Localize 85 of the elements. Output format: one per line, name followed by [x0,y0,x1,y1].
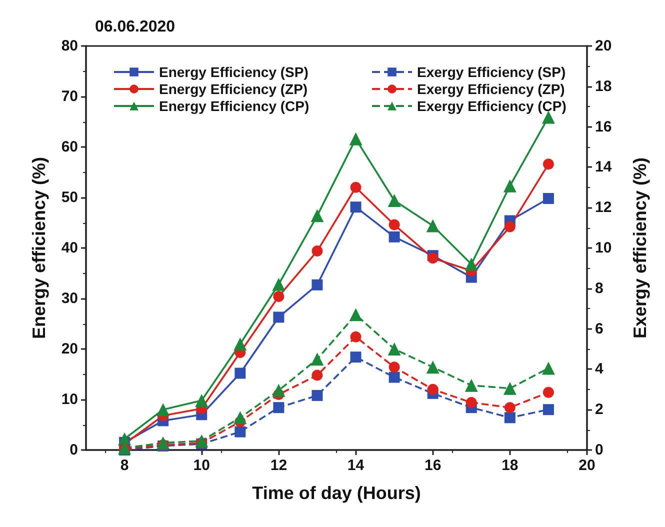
point [349,132,362,146]
y-tick-label: 50 [61,189,78,206]
point [234,337,247,350]
point [504,402,516,414]
point [504,412,516,424]
legend-label: Exergy Efficiency (SP) [417,64,566,80]
point [234,411,247,424]
y2-tick-label: 0 [595,442,604,458]
point [426,219,440,232]
point [427,252,438,264]
x-tick-label: 12 [270,457,288,474]
point [466,397,477,408]
point [273,290,284,302]
y-tick-label: 10 [61,391,78,408]
y2-tick-label: 4 [595,360,604,378]
y2-axis-title: Exergy efficiency (%) [630,157,650,339]
point [388,372,400,383]
point [312,370,323,381]
x-tick-label: 10 [193,457,210,474]
x-tick-label: 8 [120,457,129,474]
point [542,386,554,398]
point [195,434,208,448]
legend-label: Energy Efficiency (ZP) [159,81,308,97]
y-tick-label: 30 [61,290,78,307]
y-tick-label: 80 [61,38,78,54]
point [312,279,323,290]
point [312,246,323,257]
x-tick-label: 16 [424,457,442,474]
y2-tick-label: 8 [595,280,604,297]
point [503,179,516,192]
y-axis-title: Energy efficiency (%) [29,156,49,340]
point [427,384,438,395]
legend-label: Exergy Efficiency (CP) [417,98,566,114]
y-tick-label: 40 [61,240,78,256]
point [234,368,246,379]
point [350,202,362,213]
point [273,402,284,414]
point [464,378,478,392]
point [349,308,362,322]
point [388,342,401,356]
point [464,258,478,271]
y2-tick-label: 10 [595,240,612,256]
y2-tick-label: 12 [595,199,612,216]
point [426,360,440,374]
point [388,362,400,373]
point [350,182,362,193]
y-tick-label: 70 [61,88,78,105]
y-tick-label: 60 [61,138,78,156]
x-tick-label: 14 [347,457,365,474]
legend-label: Energy Efficiency (SP) [159,64,308,80]
point [542,362,555,375]
y2-tick-label: 14 [595,158,612,176]
point [542,404,554,416]
point [350,331,362,342]
x-axis-title: Time of day (Hours) [252,483,421,503]
y2-tick-label: 20 [595,38,612,54]
point [234,426,246,438]
point [542,193,554,204]
legend-label: Energy Efficiency (CP) [159,98,310,114]
y2-tick-label: 2 [595,401,604,418]
y2-tick-label: 16 [595,118,612,136]
y2-tick-label: 6 [595,320,604,338]
chart-title: 06.06.2020 [95,18,176,36]
point [310,209,324,222]
point [273,312,284,323]
point [503,382,516,395]
point [388,231,400,242]
point [156,436,170,450]
point [312,390,323,401]
point [310,352,324,366]
legend-label: Exergy Efficiency (ZP) [417,81,565,97]
point [542,158,554,170]
point [388,194,401,208]
point [272,278,286,291]
point [388,219,400,230]
point [156,403,170,416]
point [272,384,286,397]
y-tick-label: 20 [61,340,78,358]
point [504,221,516,232]
y2-tick-label: 18 [595,78,612,95]
x-tick-label: 18 [502,457,518,474]
y-tick-label: 0 [70,442,78,458]
x-tick-label: 20 [578,457,596,474]
point [195,394,208,408]
point [350,352,362,363]
